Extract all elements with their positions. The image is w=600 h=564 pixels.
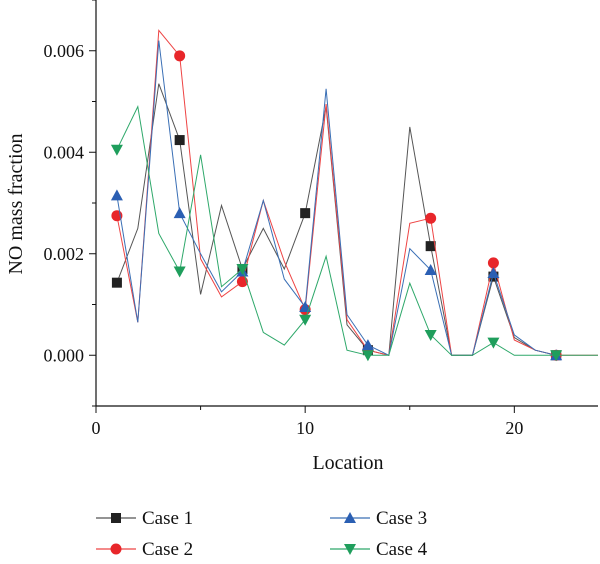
data-point	[425, 212, 437, 224]
legend-marker	[111, 513, 121, 523]
y-tick-label: 0.000	[44, 345, 85, 365]
y-axis-title: NO mass fraction	[5, 133, 27, 274]
legend-item: Case 4	[330, 539, 428, 560]
x-axis-title: Location	[312, 452, 383, 474]
legend-item: Case 1	[96, 508, 193, 529]
series-4	[110, 104, 598, 362]
series-3	[110, 40, 563, 361]
data-point	[361, 350, 374, 362]
data-point	[111, 277, 122, 288]
legend-label: Case 3	[376, 508, 427, 529]
data-point	[174, 50, 186, 62]
series-line	[116, 104, 598, 356]
series-layer	[110, 29, 598, 362]
y-tick-label: 0.006	[44, 41, 85, 61]
data-point	[487, 267, 500, 279]
legend-marker	[344, 512, 356, 523]
legend-label: Case 2	[142, 539, 193, 560]
legend-marker	[110, 543, 122, 555]
data-point	[424, 263, 437, 275]
legend-label: Case 1	[142, 508, 193, 529]
data-point	[424, 329, 437, 341]
data-point	[173, 266, 186, 278]
series-line	[116, 40, 557, 357]
x-tick-label: 20	[505, 418, 523, 438]
data-point	[550, 350, 563, 362]
data-point	[487, 257, 499, 269]
x-tick-label: 10	[296, 418, 314, 438]
data-point	[110, 189, 123, 201]
legend-item: Case 3	[330, 508, 427, 529]
data-point	[299, 314, 312, 326]
data-point	[425, 241, 436, 252]
legend-item: Case 2	[96, 539, 193, 560]
data-point	[110, 144, 123, 156]
series-1	[111, 83, 562, 361]
data-point	[173, 207, 186, 219]
legend-label: Case 4	[376, 539, 428, 560]
series-line	[116, 29, 598, 356]
data-point	[236, 263, 249, 275]
y-tick-label: 0.002	[44, 244, 85, 264]
data-point	[487, 337, 500, 349]
axes: 0 10 20 0.000 0.002 0.004 0.006	[44, 0, 598, 438]
y-tick-label: 0.004	[44, 142, 85, 162]
data-point	[361, 339, 374, 351]
x-tick-label: 0	[92, 418, 101, 438]
legend-marker	[344, 544, 356, 555]
data-point	[174, 135, 185, 146]
series-2	[111, 29, 598, 361]
legend: Case 1 Case 2 Case 3 Case 4	[96, 508, 428, 560]
data-point	[300, 208, 311, 219]
